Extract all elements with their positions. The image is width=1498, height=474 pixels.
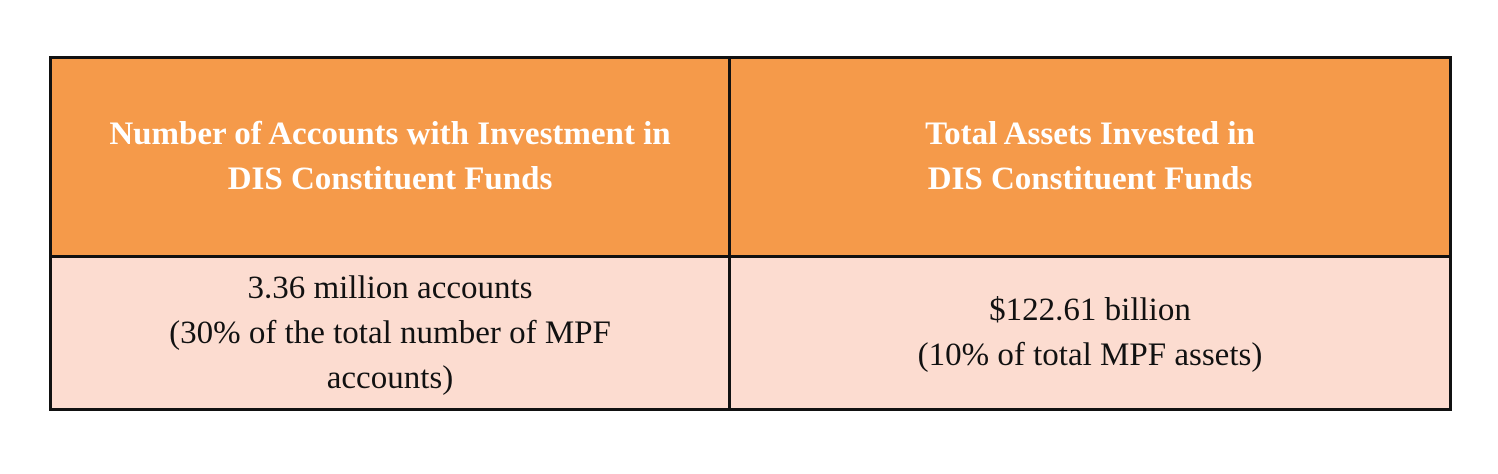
- header-assets-line-2: DIS Constituent Funds: [927, 161, 1253, 197]
- assets-value-line-2: (10% of total MPF assets): [917, 337, 1263, 373]
- assets-value-line-1: $122.61 billion: [989, 292, 1191, 328]
- header-accounts-line-2: DIS Constituent Funds: [227, 161, 553, 197]
- header-assets-line-1: Total Assets Invested in: [925, 116, 1255, 152]
- table-body: 3.36 million accounts (30% of the total …: [49, 255, 1452, 411]
- accounts-value-line-2: (30% of the total number of MPF: [169, 314, 611, 351]
- header-assets-cell: Total Assets Invested in DIS Constituent…: [728, 56, 1452, 258]
- table-header: Number of Accounts with Investment in DI…: [49, 56, 1452, 258]
- header-accounts-cell: Number of Accounts with Investment in DI…: [49, 56, 731, 258]
- header-row: Number of Accounts with Investment in DI…: [49, 56, 1452, 258]
- accounts-value-line-1: 3.36 million accounts: [247, 269, 533, 306]
- header-accounts-line-1: Number of Accounts with Investment in: [109, 116, 671, 152]
- assets-value-cell: $122.61 billion (10% of total MPF assets…: [728, 255, 1452, 411]
- table-row: 3.36 million accounts (30% of the total …: [49, 255, 1452, 411]
- accounts-value-line-3: accounts): [326, 359, 454, 396]
- dis-statistics-table: Number of Accounts with Investment in DI…: [49, 56, 1452, 411]
- accounts-value-cell: 3.36 million accounts (30% of the total …: [49, 255, 731, 411]
